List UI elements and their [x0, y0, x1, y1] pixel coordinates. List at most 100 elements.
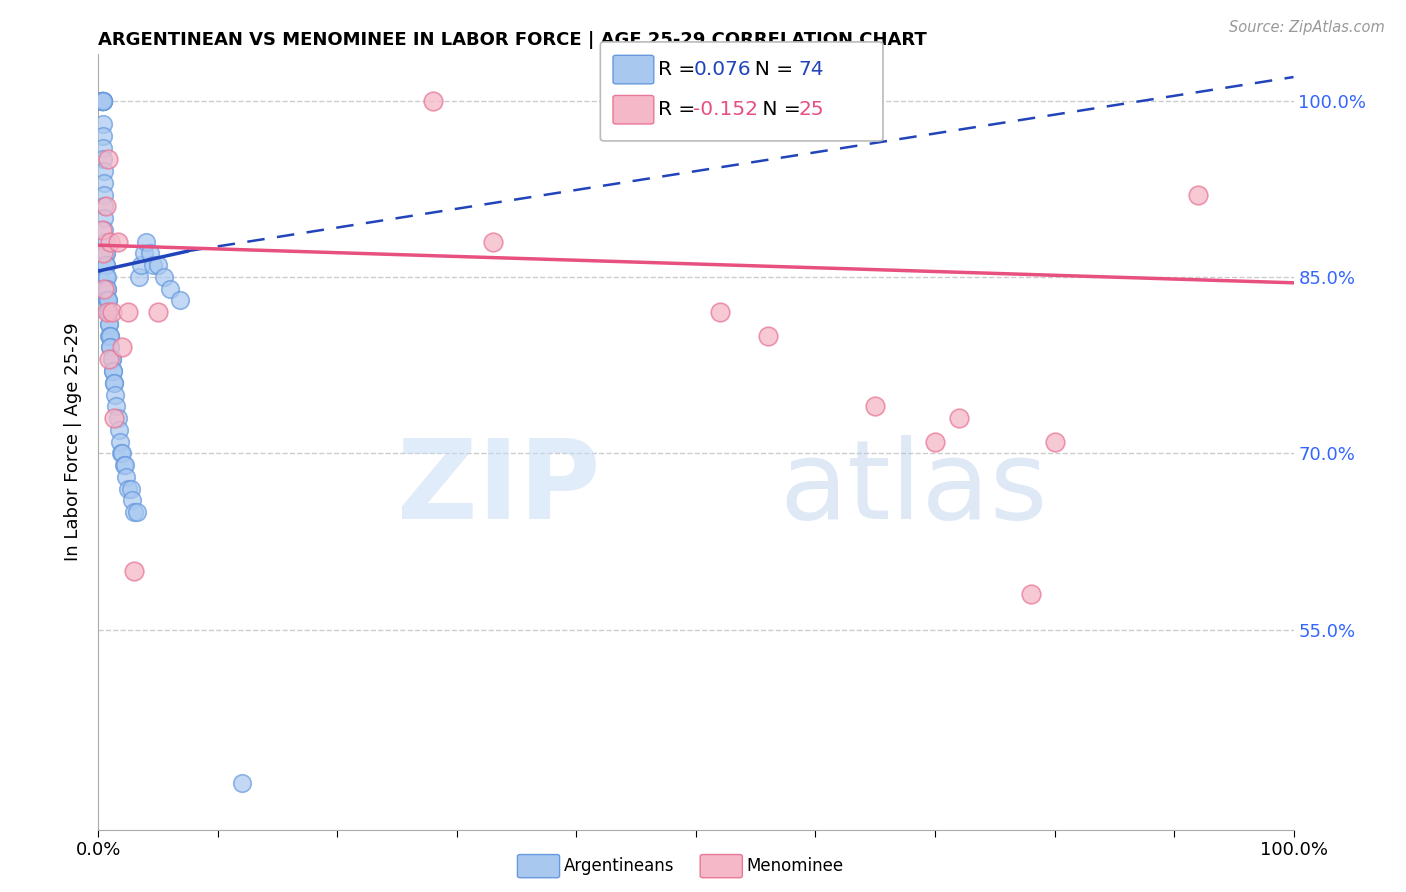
Point	[169, 293, 191, 308]
Text: ARGENTINEAN VS MENOMINEE IN LABOR FORCE | AGE 25-29 CORRELATION CHART: ARGENTINEAN VS MENOMINEE IN LABOR FORCE …	[98, 31, 927, 49]
Point	[131, 258, 153, 272]
Point	[96, 293, 118, 308]
Point	[91, 94, 114, 108]
Point	[97, 305, 120, 319]
Point	[91, 94, 114, 108]
Text: R =: R =	[658, 60, 702, 79]
Point	[93, 282, 115, 296]
Point	[98, 328, 122, 343]
Point	[231, 775, 253, 789]
Point	[97, 153, 120, 167]
Point	[98, 235, 122, 249]
Point	[108, 434, 131, 449]
Point	[110, 446, 132, 460]
Point	[709, 305, 731, 319]
Point	[103, 411, 125, 425]
Point	[865, 399, 887, 413]
Point	[120, 482, 142, 496]
Text: R =: R =	[658, 100, 702, 120]
Point	[124, 505, 146, 519]
Point	[91, 94, 114, 108]
Point	[91, 128, 114, 143]
Text: 25: 25	[799, 100, 824, 120]
Point	[94, 258, 117, 272]
Point	[94, 199, 117, 213]
Point	[139, 246, 162, 260]
Point	[159, 282, 181, 296]
Point	[96, 282, 118, 296]
Text: atlas: atlas	[779, 434, 1047, 541]
Point	[100, 352, 122, 367]
Point	[107, 411, 129, 425]
Point	[148, 258, 170, 272]
Point	[91, 140, 114, 154]
Point	[111, 446, 134, 460]
Point	[132, 246, 155, 260]
Point	[94, 246, 117, 260]
Point	[121, 493, 143, 508]
Point	[91, 94, 114, 108]
Point	[91, 117, 114, 131]
Point	[142, 258, 165, 272]
Text: 74: 74	[799, 60, 824, 79]
Text: Menominee: Menominee	[747, 857, 844, 875]
Point	[94, 235, 117, 249]
Point	[114, 458, 136, 472]
Point	[153, 269, 176, 284]
Point	[481, 235, 505, 249]
Point	[135, 235, 157, 249]
Point	[101, 364, 124, 378]
Point	[98, 328, 122, 343]
Y-axis label: In Labor Force | Age 25-29: In Labor Force | Age 25-29	[63, 322, 82, 561]
Text: 0.076: 0.076	[693, 60, 751, 79]
Point	[1019, 587, 1042, 601]
Point	[948, 411, 970, 425]
Point	[128, 269, 150, 284]
Text: N =: N =	[742, 60, 800, 79]
Point	[100, 352, 122, 367]
Point	[125, 505, 148, 519]
Point	[93, 223, 115, 237]
Point	[91, 94, 114, 108]
Point	[756, 328, 779, 343]
Point	[98, 341, 122, 355]
Point	[101, 364, 124, 378]
Point	[924, 434, 946, 449]
Point	[115, 470, 138, 484]
Point	[96, 269, 118, 284]
Point	[148, 305, 170, 319]
Point	[117, 482, 139, 496]
Point	[94, 246, 117, 260]
Point	[93, 176, 115, 190]
Point	[93, 211, 115, 226]
Point	[107, 423, 129, 437]
Text: ZIP: ZIP	[396, 434, 600, 541]
Point	[98, 341, 122, 355]
Point	[98, 352, 121, 367]
Point	[91, 246, 114, 260]
Point	[111, 341, 134, 355]
Point	[1187, 187, 1209, 202]
Point	[96, 305, 118, 319]
Point	[91, 153, 114, 167]
Point	[97, 305, 120, 319]
Point	[100, 305, 122, 319]
Point	[97, 293, 120, 308]
Text: N =: N =	[756, 100, 807, 120]
Point	[96, 282, 118, 296]
Point	[98, 317, 121, 331]
Point	[93, 187, 115, 202]
Point	[103, 376, 125, 390]
Text: -0.152: -0.152	[693, 100, 758, 120]
Point	[91, 94, 114, 108]
Point	[94, 269, 117, 284]
Text: Argentineans: Argentineans	[564, 857, 675, 875]
Point	[98, 328, 121, 343]
Text: Source: ZipAtlas.com: Source: ZipAtlas.com	[1229, 20, 1385, 35]
Point	[91, 94, 114, 108]
Point	[94, 258, 117, 272]
Point	[97, 293, 120, 308]
Point	[104, 387, 127, 401]
Point	[93, 199, 115, 213]
Point	[91, 94, 114, 108]
